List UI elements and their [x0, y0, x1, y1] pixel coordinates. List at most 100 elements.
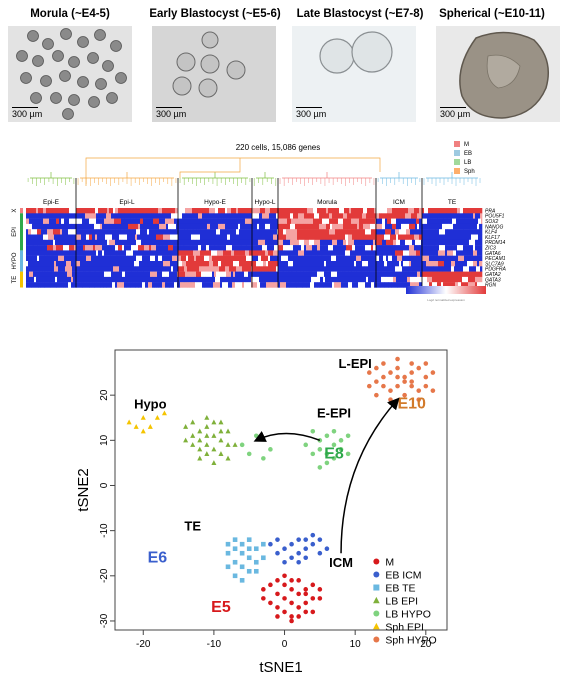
heatmap-cell: [416, 229, 423, 235]
heatmap-cell: [116, 250, 120, 256]
heatmap-cell: [97, 234, 102, 240]
x-tick-label: -20: [136, 639, 151, 650]
heatmap-cell: [411, 255, 419, 262]
legend-marker: [373, 596, 380, 604]
heatmap-cell: [76, 213, 83, 219]
heatmap-cell: [48, 261, 53, 267]
heatmap-cell: [265, 223, 271, 230]
heatmap-cell: [140, 223, 148, 230]
heatmap-cell: [328, 245, 334, 251]
heatmap-cell: [147, 229, 150, 235]
heatmap-cell: [210, 218, 215, 225]
heatmap-cell: [268, 255, 271, 262]
scale-bar: [440, 106, 466, 108]
heatmap-cell: [189, 239, 194, 246]
data-point: [402, 374, 407, 380]
heatmap-cell: [376, 282, 381, 288]
heatmap-cell: [271, 218, 274, 225]
heatmap-cell: [232, 282, 236, 288]
data-point: [261, 587, 266, 592]
heatmap-cell: [166, 276, 174, 283]
heatmap-cell: [445, 208, 453, 214]
heatmap-cell: [374, 282, 377, 288]
heatmap-cell: [376, 223, 383, 230]
gene-label: GATA3: [485, 277, 501, 283]
heatmap-cell: [87, 239, 93, 246]
heatmap-cell: [393, 271, 396, 278]
heatmap-cell: [429, 223, 436, 230]
heatmap-cell: [417, 266, 421, 272]
heatmap-cell: [344, 229, 352, 235]
dendrogram: [27, 157, 481, 186]
heatmap-cell: [178, 266, 185, 272]
heatmap-cell: [143, 266, 148, 272]
heatmap-cell: [384, 261, 388, 267]
heatmap-cell: [142, 213, 147, 219]
heatmap-cell: [410, 234, 415, 240]
data-point: [282, 596, 287, 601]
heatmap-cell: [46, 208, 52, 214]
heatmap-cell: [47, 266, 55, 272]
heatmap-cell: [444, 239, 452, 246]
heatmap-cell: [130, 255, 133, 262]
heatmap-cell: [371, 229, 377, 235]
heatmap-cell: [302, 282, 307, 288]
heatmap-cell: [411, 213, 418, 219]
heatmap-cell: [278, 234, 283, 240]
heatmap-cell: [117, 255, 121, 262]
heatmap-cell: [308, 255, 311, 262]
heatmap-cell: [340, 245, 347, 251]
heatmap-cell: [234, 245, 242, 251]
heatmap-cell: [340, 266, 344, 272]
row-group-label: EPI: [12, 227, 18, 237]
heatmap-cell: [293, 261, 297, 267]
heatmap-cell: [76, 229, 81, 235]
heatmap-cell: [390, 234, 397, 240]
heatmap-cell: [43, 208, 47, 214]
heatmap-cell: [104, 218, 110, 225]
heatmap-cell: [415, 223, 418, 230]
heatmap-cell: [102, 245, 109, 251]
heatmap-cell: [308, 266, 311, 272]
heatmap-cell: [162, 245, 169, 251]
heatmap-cell: [212, 255, 219, 262]
data-point: [374, 365, 379, 371]
heatmap-cell: [173, 276, 179, 283]
heatmap-cell: [462, 213, 465, 219]
heatmap-cell: [47, 229, 54, 235]
data-point: [409, 361, 414, 366]
heatmap-cell: [358, 282, 366, 288]
heatmap-cell: [410, 282, 415, 288]
heatmap-cell: [31, 276, 35, 283]
heatmap-cell: [141, 208, 148, 214]
heatmap-cell: [272, 229, 275, 235]
heatmap-cell: [178, 245, 184, 251]
heatmap-cell: [419, 282, 423, 288]
heatmap-cell: [325, 213, 328, 219]
heatmap-cell: [275, 255, 279, 262]
heatmap-cell: [152, 282, 155, 288]
heatmap-cell: [120, 223, 125, 230]
heatmap-cell: [73, 276, 76, 283]
heatmap-cell: [94, 223, 101, 230]
data-point: [317, 596, 323, 601]
data-point: [239, 578, 245, 583]
data-point: [261, 596, 266, 601]
heatmap-cell: [282, 250, 285, 256]
heatmap-cell: [472, 271, 475, 278]
heatmap-cell: [109, 261, 117, 267]
heatmap-cell: [136, 239, 142, 246]
heatmap-cell: [235, 271, 240, 278]
heatmap-cell: [272, 261, 279, 267]
heatmap-cell: [214, 223, 219, 230]
heatmap-cell: [140, 229, 148, 235]
data-point: [154, 414, 160, 420]
heatmap-cell: [352, 255, 357, 262]
heatmap-cell: [245, 208, 248, 214]
heatmap-cell: [210, 239, 218, 246]
heatmap-cell: [308, 213, 311, 219]
heatmap-cell: [73, 282, 77, 288]
heatmap-cell: [209, 255, 213, 262]
heatmap-cell: [246, 245, 253, 251]
heatmap-cell: [62, 261, 67, 267]
